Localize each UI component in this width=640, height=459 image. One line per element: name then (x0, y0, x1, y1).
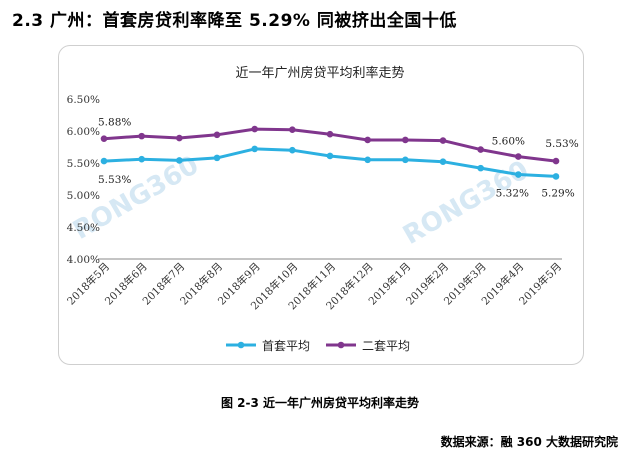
y-tick-label: 5.50% (67, 158, 100, 170)
data-point (251, 125, 258, 133)
data-point (251, 145, 258, 153)
data-label: 5.29% (541, 187, 574, 199)
data-label: 5.32% (496, 188, 529, 200)
figure-caption: 图 2-3 近一年广州房贷平均利率走势 (220, 396, 420, 410)
data-label: 5.60% (492, 136, 525, 148)
legend-label: 二套平均 (362, 339, 410, 353)
chart-title: 近一年广州房贷平均利率走势 (235, 65, 404, 81)
watermark-right: RONG360 (398, 155, 534, 251)
data-point (439, 158, 447, 166)
data-point (289, 146, 296, 154)
data-source: 数据来源：融 360 大数据研究院 (440, 435, 618, 449)
data-point (326, 130, 334, 138)
chart-frame (58, 45, 584, 365)
data-point (402, 136, 409, 144)
data-point (515, 171, 522, 178)
data-point (100, 157, 108, 165)
legend-label: 首套平均 (262, 339, 310, 353)
data-point (364, 156, 371, 164)
data-point (477, 146, 484, 153)
data-point (326, 152, 334, 160)
data-point (515, 153, 522, 160)
legend-swatch-marker (337, 341, 345, 349)
data-point (213, 131, 221, 139)
y-tick-label: 4.50% (67, 222, 100, 234)
y-tick-label: 6.50% (67, 94, 100, 106)
data-point (364, 136, 371, 144)
data-point (138, 132, 145, 140)
data-point (289, 126, 296, 134)
data-point (552, 173, 560, 180)
data-point (176, 157, 183, 164)
data-label: 5.53% (98, 174, 131, 186)
y-tick-label: 6.00% (67, 126, 100, 138)
data-point (138, 155, 145, 163)
y-tick-label: 4.00% (67, 254, 100, 266)
data-point (213, 154, 221, 162)
section-heading: 2.3 广州：首套房贷利率降至 5.29% 同被挤出全国十低 (12, 11, 457, 31)
data-point (100, 135, 108, 142)
legend-swatch-marker (237, 341, 245, 349)
data-point (477, 164, 484, 172)
data-point (176, 134, 183, 142)
data-point (552, 157, 560, 165)
data-point (439, 137, 447, 144)
data-label: 5.88% (98, 117, 131, 129)
y-tick-label: 5.00% (67, 190, 100, 202)
data-point (402, 156, 409, 164)
data-label: 5.53% (545, 138, 578, 150)
